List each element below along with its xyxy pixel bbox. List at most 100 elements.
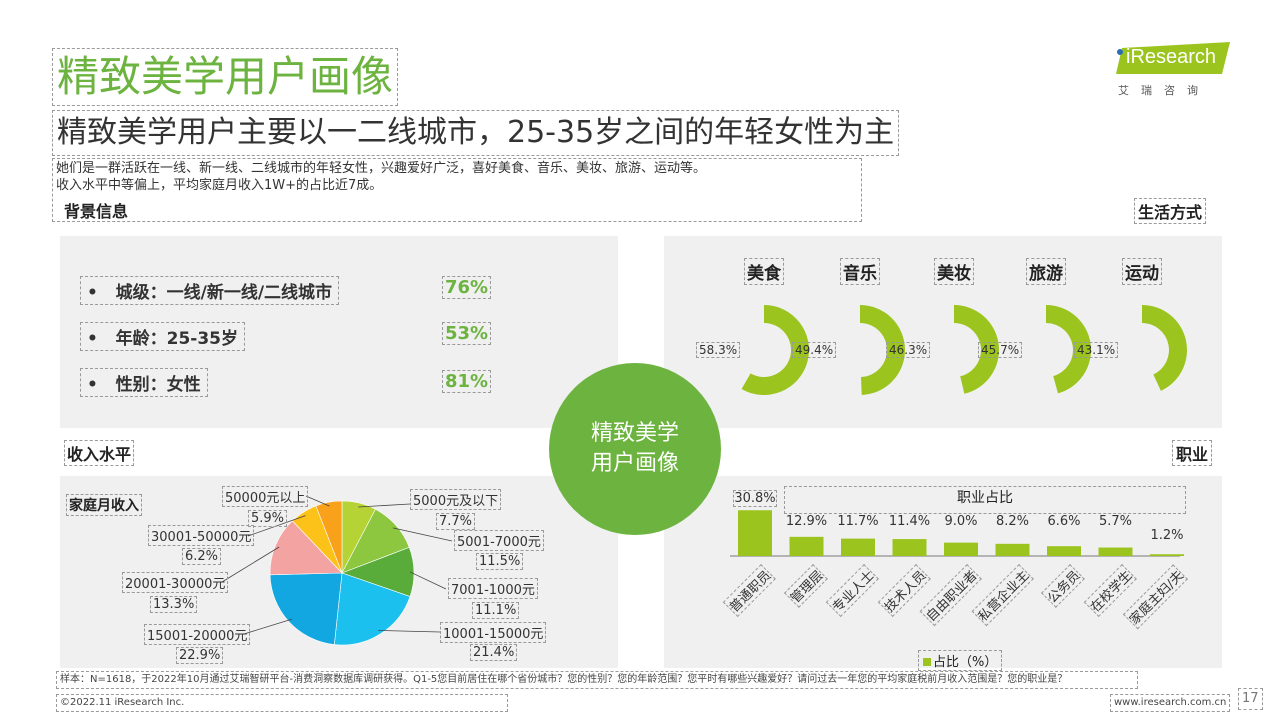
hobby-percent-label: 46.3% — [886, 342, 931, 358]
background-item-value: 81% — [442, 370, 492, 393]
pie-leader-line — [392, 527, 453, 542]
pie-leader-line — [358, 503, 411, 508]
hobby-gauge-arc — [1046, 305, 1091, 394]
background-item: • 年龄：25-35岁 — [80, 322, 246, 351]
pie-value-label: 7.7% — [436, 513, 476, 530]
legend-swatch — [923, 658, 931, 666]
pie-leader-line — [305, 495, 330, 507]
hobby-percent-label: 43.1% — [1074, 342, 1119, 358]
job-value-label: 1.2% — [1150, 528, 1184, 543]
income-pie-chart — [221, 495, 453, 646]
hobby-label: 美妆 — [934, 258, 974, 285]
copyright: ©2022.11 iResearch Inc. — [56, 694, 508, 712]
pie-category-label: 15001-20000元 — [144, 624, 251, 645]
pie-slice — [333, 572, 411, 646]
logo-brand-text: iResearch — [1126, 46, 1217, 68]
hobby-label: 旅游 — [1026, 258, 1066, 285]
pie-value-label: 5.9% — [248, 510, 288, 527]
background-item-label: 年龄：25-35岁 — [115, 329, 239, 349]
description-line-1: 她们是一群活跃在一线、新一线、二线城市的年轻女性，兴趣爱好广泛，喜好美食、音乐、… — [56, 161, 707, 176]
pie-leader-line — [409, 571, 447, 590]
center-circle: 精致美学 用户画像 — [549, 363, 721, 535]
website-link[interactable]: www.iresearch.com.cn — [1110, 694, 1231, 712]
job-bar — [789, 536, 824, 556]
hobby-gauge-arc — [954, 305, 999, 394]
job-bar — [944, 542, 978, 556]
job-bar — [841, 538, 875, 556]
pie-category-label: 7001-1000元 — [448, 578, 538, 599]
job-chart-legend: 占比（%） — [918, 650, 1003, 671]
hobby-gauge-arc — [860, 305, 906, 395]
pie-category-label: 10001-15000元 — [440, 622, 547, 643]
logo-banner — [1116, 42, 1230, 74]
pie-leader-line — [243, 618, 293, 635]
pie-category-label: 30001-50000元 — [148, 525, 255, 546]
job-value-label: 30.8% — [733, 490, 777, 508]
job-panel — [664, 476, 1222, 668]
pie-leader-line — [221, 546, 280, 583]
job-bar — [995, 543, 1030, 556]
pie-value-label: 22.9% — [176, 647, 224, 664]
pie-value-label: 21.4% — [470, 644, 518, 661]
hobby-label: 美食 — [744, 258, 784, 285]
hobby-label: 音乐 — [840, 258, 880, 285]
hobby-gauge-arc — [741, 305, 809, 395]
job-value-label: 9.0% — [944, 514, 978, 529]
section-title-income: 收入水平 — [64, 440, 135, 466]
pie-category-label: 50000元以上 — [222, 486, 309, 507]
pie-value-label: 11.5% — [476, 553, 524, 570]
job-value-label: 5.7% — [1098, 514, 1133, 529]
hobby-percent-label: 45.7% — [978, 342, 1023, 358]
section-title-job: 职业 — [1172, 440, 1213, 466]
job-chart-title: 职业占比 — [784, 486, 1186, 514]
pie-slice — [269, 572, 343, 645]
bullet: • — [87, 375, 98, 395]
pie-leader-line — [378, 630, 441, 633]
section-title-lifestyle: 生活方式 — [1134, 198, 1207, 224]
job-bar-chart — [730, 510, 1184, 557]
center-line-1: 精致美学 — [590, 421, 679, 446]
job-value-label: 6.6% — [1047, 514, 1081, 529]
job-bar — [892, 539, 927, 556]
job-bar — [1047, 546, 1081, 556]
background-item-label: 城级：一线/新一线/二线城市 — [115, 283, 333, 303]
section-title-background: 背景信息 — [64, 202, 129, 221]
hobby-gauge-chart — [741, 305, 1187, 395]
job-value-label: 8.2% — [995, 514, 1030, 529]
page-number: 17 — [1238, 688, 1263, 710]
page-title: 精致美学用户画像 — [52, 48, 399, 106]
description: 她们是一群活跃在一线、新一线、二线城市的年轻女性，兴趣爱好广泛，喜好美食、音乐、… — [52, 158, 862, 222]
iresearch-logo — [1116, 42, 1230, 74]
hobby-label: 运动 — [1122, 258, 1162, 285]
family-income-label: 家庭月收入 — [66, 494, 142, 516]
background-item-value: 76% — [442, 276, 492, 299]
pie-value-label: 13.3% — [150, 596, 198, 613]
pie-category-label: 5000元及以下 — [410, 489, 502, 510]
job-value-label: 12.9% — [785, 514, 828, 529]
footnote: 样本：N=1618，于2022年10月通过艾瑞智研平台-消费洞察数据库调研获得。… — [56, 671, 1138, 689]
center-line-2: 用户画像 — [590, 451, 679, 476]
logo-cn-text: 艾瑞咨询 — [1118, 84, 1210, 97]
pie-value-label: 6.2% — [182, 548, 222, 565]
background-item-value: 53% — [442, 322, 492, 345]
description-line-2: 收入水平中等偏上，平均家庭月收入1W+的占比近7成。 — [56, 178, 383, 193]
pie-slice — [269, 520, 343, 576]
pie-slice — [315, 500, 343, 574]
pie-category-label: 20001-30000元 — [122, 572, 229, 593]
logo-dot — [1117, 49, 1123, 55]
bullet: • — [87, 283, 98, 303]
job-bar — [1150, 554, 1184, 556]
hobby-percent-label: 58.3% — [696, 342, 741, 358]
job-value-label: 11.4% — [888, 514, 931, 529]
job-bar — [1098, 547, 1133, 556]
background-item-label: 性别：女性 — [115, 375, 201, 395]
pie-value-label: 11.1% — [472, 602, 520, 619]
job-value-label: 11.7% — [837, 514, 879, 529]
page-subtitle: 精致美学用户主要以一二线城市，25-35岁之间的年轻女性为主 — [52, 110, 900, 156]
bullet: • — [87, 329, 98, 349]
background-item: • 性别：女性 — [80, 368, 208, 397]
background-item: • 城级：一线/新一线/二线城市 — [80, 276, 340, 305]
hobby-percent-label: 49.4% — [792, 342, 837, 358]
lifestyle-panel — [664, 236, 1222, 428]
legend-label: 占比（%） — [933, 655, 998, 670]
